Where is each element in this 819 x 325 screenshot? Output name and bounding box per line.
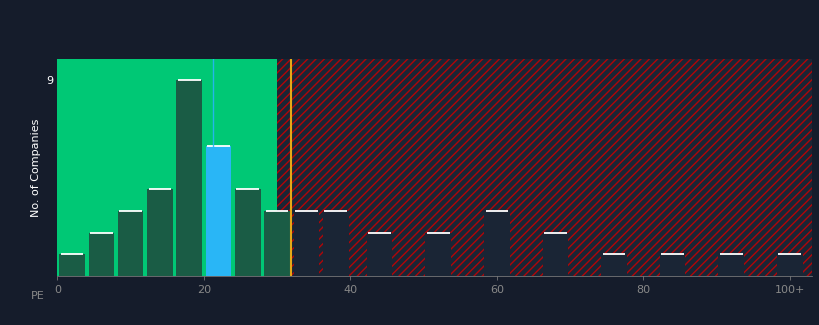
Bar (88, 233, 114, 276)
Bar (206, 146, 231, 276)
Bar (425, 233, 450, 276)
Bar (59, 254, 84, 276)
Bar (235, 189, 260, 276)
Text: PE: PE (31, 292, 45, 302)
Bar (264, 211, 290, 276)
Bar (293, 211, 319, 276)
Bar (277, 58, 811, 276)
Bar (147, 189, 173, 276)
Bar (483, 211, 509, 276)
Bar (57, 58, 277, 276)
Bar (176, 80, 201, 276)
Bar (600, 254, 626, 276)
Y-axis label: No. of Companies: No. of Companies (30, 118, 40, 216)
Bar (542, 233, 568, 276)
Bar (659, 254, 685, 276)
Bar (366, 233, 392, 276)
Bar (118, 211, 143, 276)
Bar (776, 254, 802, 276)
Bar (277, 58, 811, 276)
Bar (717, 254, 743, 276)
Bar (323, 211, 348, 276)
